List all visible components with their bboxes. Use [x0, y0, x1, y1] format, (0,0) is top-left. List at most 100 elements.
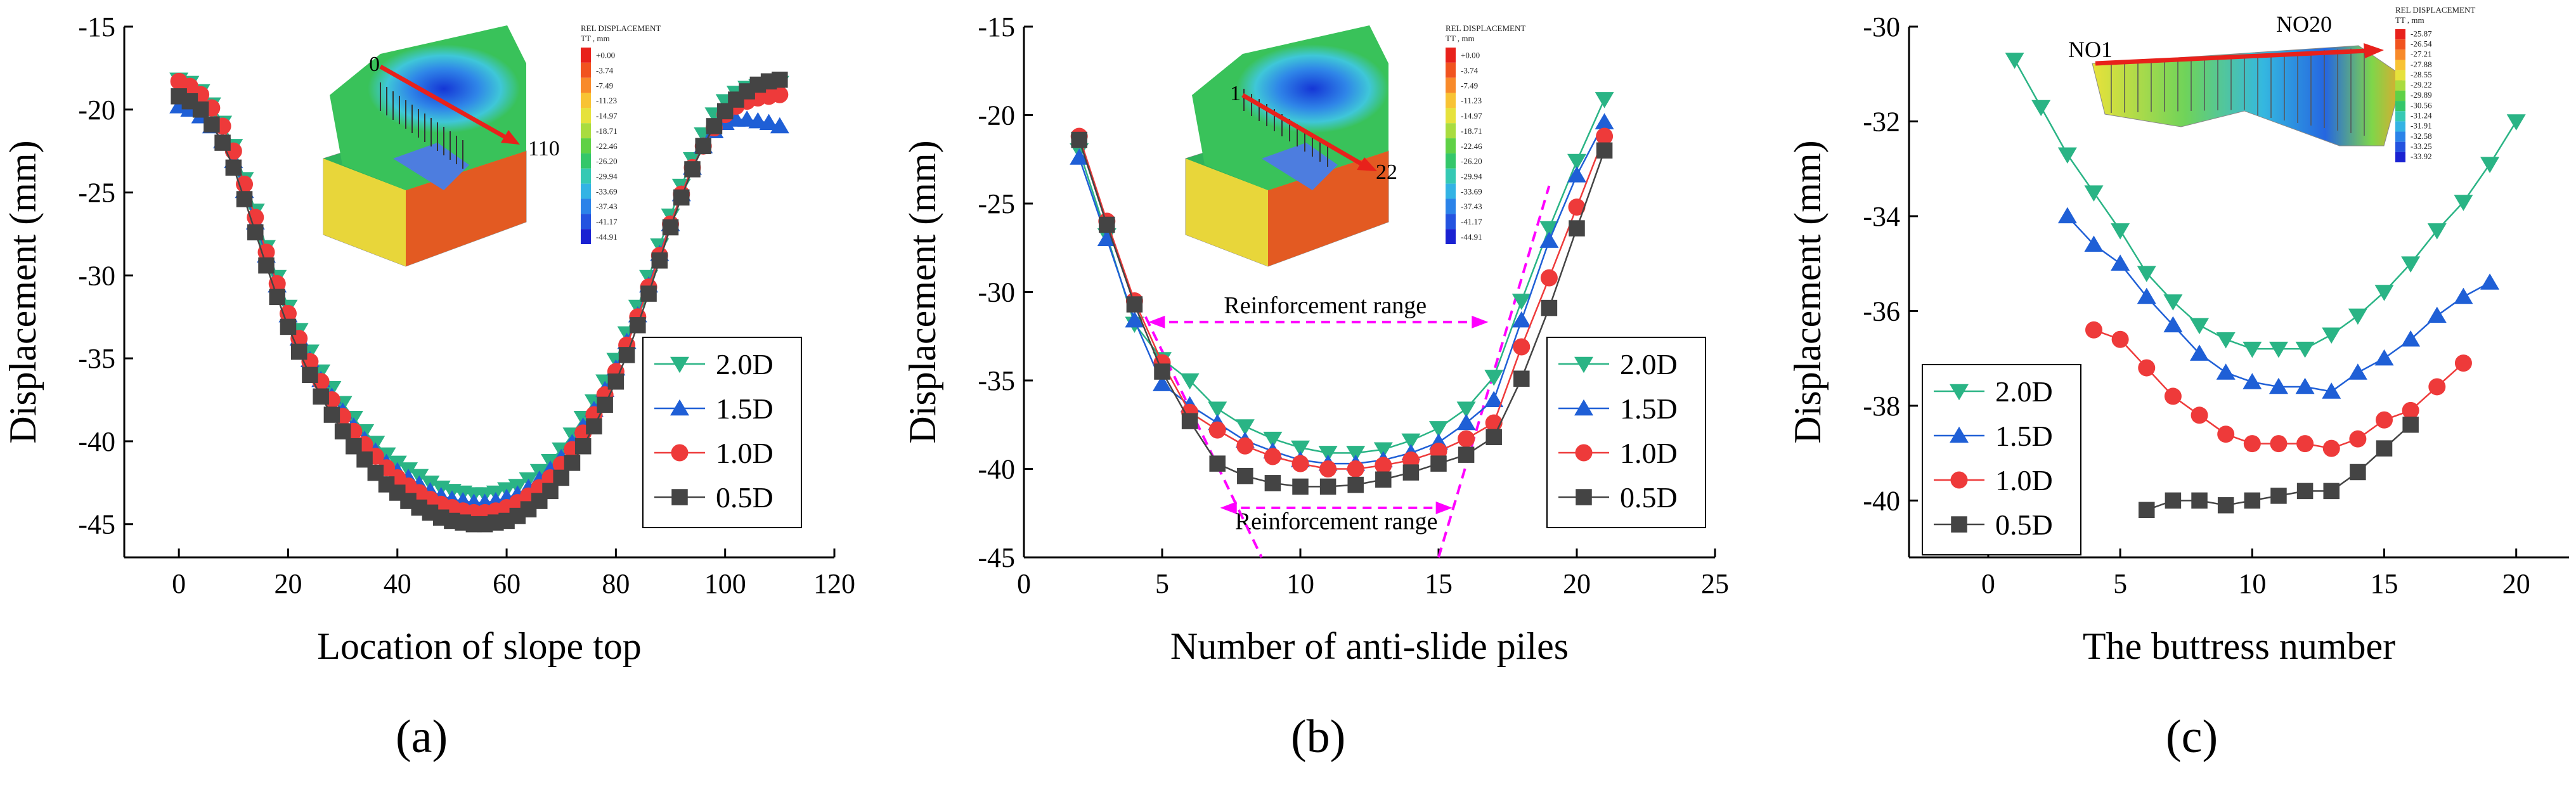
range-label-top: Reinforcement range: [1224, 292, 1427, 319]
y-tick-label: -20: [978, 100, 1015, 131]
data-point: [1539, 231, 1559, 248]
colorbar-swatch: [1446, 62, 1456, 78]
data-point: [2296, 435, 2314, 453]
y-tick-label: -45: [78, 509, 115, 540]
legend-marker: [1574, 399, 1593, 416]
inset-label-end: 110: [528, 137, 560, 160]
y-tick-label: -25: [978, 188, 1015, 219]
data-point: [2295, 377, 2315, 394]
data-point: [2084, 235, 2104, 252]
data-point: [772, 71, 788, 88]
data-point: [204, 116, 220, 133]
data-point: [748, 112, 768, 129]
data-point: [2427, 306, 2447, 323]
data-point: [214, 134, 231, 151]
data-point: [1541, 299, 1558, 316]
data-point: [1596, 127, 1614, 145]
colorbar-value: -14.97: [596, 111, 618, 120]
data-point: [1154, 363, 1170, 380]
data-point: [2401, 330, 2421, 347]
data-point: [2350, 464, 2366, 481]
colorbar-swatch: [581, 214, 591, 230]
x-tick-label: 120: [813, 568, 855, 599]
data-point: [771, 86, 789, 103]
series-0.5D: [2139, 417, 2419, 519]
data-point: [1099, 216, 1115, 233]
inset-label-start: 0: [369, 53, 380, 76]
colorbar-value: -3.74: [1461, 66, 1479, 75]
colorbar-value: -18.71: [596, 126, 618, 136]
data-point: [2269, 341, 2288, 358]
colorbar-swatch: [1446, 214, 1456, 230]
data-point: [2137, 266, 2156, 282]
colorbar-value: -29.89: [2411, 90, 2432, 100]
legend-marker: [1575, 444, 1593, 462]
y-tick-label: -25: [78, 178, 115, 209]
data-point: [1567, 153, 1586, 171]
colorbar-swatch: [581, 229, 591, 244]
data-point: [2217, 497, 2234, 514]
colorbar-value: -30.56: [2411, 100, 2432, 110]
legend-label: 1.5D: [1620, 393, 1678, 425]
legend: 2.0D 1.5D 1.0D 0.5D: [1922, 364, 2081, 555]
x-tick-label: 100: [704, 568, 746, 599]
data-point: [1402, 464, 1420, 481]
data-point: [334, 423, 351, 439]
colorbar-swatch: [2395, 121, 2405, 132]
data-point: [1513, 370, 1530, 387]
range-arrow: [1435, 501, 1453, 514]
y-tick-label: -40: [978, 454, 1015, 485]
colorbar-swatch: [2395, 70, 2405, 81]
colorbar-value: -27.21: [2411, 49, 2432, 59]
legend-marker: [1950, 384, 1969, 401]
colorbar-value: -32.58: [2411, 131, 2432, 141]
data-point: [2348, 308, 2367, 325]
data-point: [257, 243, 275, 261]
colorbar-value: -28.55: [2411, 70, 2432, 79]
data-point: [2216, 332, 2236, 349]
data-point: [1318, 446, 1338, 462]
colorbar-value: -14.97: [1461, 111, 1482, 120]
data-point: [1235, 419, 1255, 436]
data-point: [759, 114, 779, 130]
x-axis-label: The buttress number: [2083, 625, 2395, 667]
colorbar-swatch: [581, 108, 591, 124]
data-point: [2296, 483, 2314, 500]
data-point: [2428, 378, 2446, 396]
data-point: [2506, 114, 2526, 131]
colorbar-swatch: [1446, 93, 1456, 108]
data-point: [2322, 439, 2340, 457]
range-arrow: [1148, 315, 1165, 328]
data-point: [1291, 440, 1310, 457]
colorbar-swatch: [2395, 111, 2405, 122]
colorbar-subtitle: TT , mm: [581, 34, 610, 43]
x-tick-label: 20: [274, 568, 302, 599]
y-tick-label: -15: [78, 11, 115, 42]
x-tick-label: 5: [2113, 568, 2127, 599]
data-point: [662, 219, 679, 236]
colorbar-swatch: [1446, 229, 1456, 244]
data-point: [1126, 296, 1143, 313]
colorbar-title: REL DISPLACEMENT: [1446, 23, 1525, 33]
y-tick-label: -40: [78, 426, 115, 457]
chart-panel-b: -15 -20 -25 -30 -35 -40 -450 5 10 15 20 25 Number of…: [902, 11, 1729, 667]
colorbar-value: -31.91: [2411, 121, 2432, 131]
data-point: [313, 388, 329, 405]
data-point: [1511, 311, 1531, 328]
data-point: [2322, 327, 2341, 344]
colorbar-swatch: [1446, 123, 1456, 139]
legend-label: 1.5D: [716, 393, 773, 425]
data-point: [2191, 492, 2208, 509]
data-point: [247, 224, 264, 241]
data-point: [2085, 321, 2102, 339]
data-point: [1567, 166, 1586, 183]
data-point: [2376, 440, 2393, 457]
x-tick-label: 0: [1017, 568, 1031, 599]
inset-arrow: [379, 64, 508, 141]
inset-left-face: [323, 159, 406, 266]
data-point: [2402, 401, 2419, 419]
series-line: [2014, 59, 2517, 350]
colorbar-swatch: [581, 93, 591, 108]
